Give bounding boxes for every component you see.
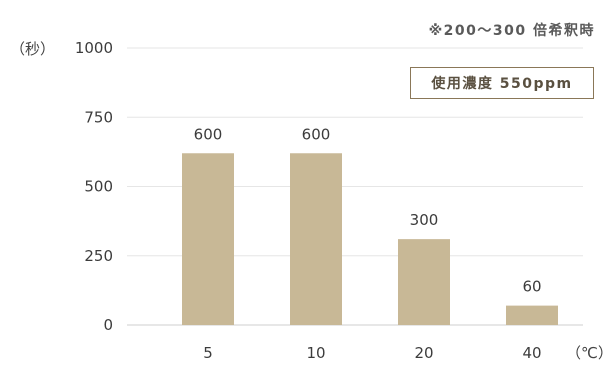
x-tick-label-5: 5 [203,344,213,362]
y-axis-label: （秒） [10,40,56,58]
y-tick-label-250: 250 [84,247,113,265]
data-label-5: 600 [194,125,223,143]
bar-20 [398,239,450,325]
y-tick-label-500: 500 [84,178,113,196]
bar-10 [290,153,342,325]
usage-concentration-box: 使用濃度 550ppm [410,67,594,99]
dilution-note: ※200～300 倍希釈時 [428,23,595,39]
data-label-40: 60 [522,278,541,296]
x-tick-label-40: 40 [522,344,541,362]
bar-40 [506,305,558,325]
x-tick-label-20: 20 [414,344,433,362]
usage-concentration-label: 使用濃度 550ppm [431,76,573,92]
bar-5 [182,153,234,325]
data-label-10: 600 [302,125,331,143]
x-tick-label-10: 10 [306,344,325,362]
x-axis-unit: （℃） [566,344,611,362]
y-tick-label-1000: 1000 [75,39,113,57]
data-label-20: 300 [410,211,439,229]
y-tick-label-0: 0 [103,316,113,334]
y-tick-label-750: 750 [84,108,113,126]
